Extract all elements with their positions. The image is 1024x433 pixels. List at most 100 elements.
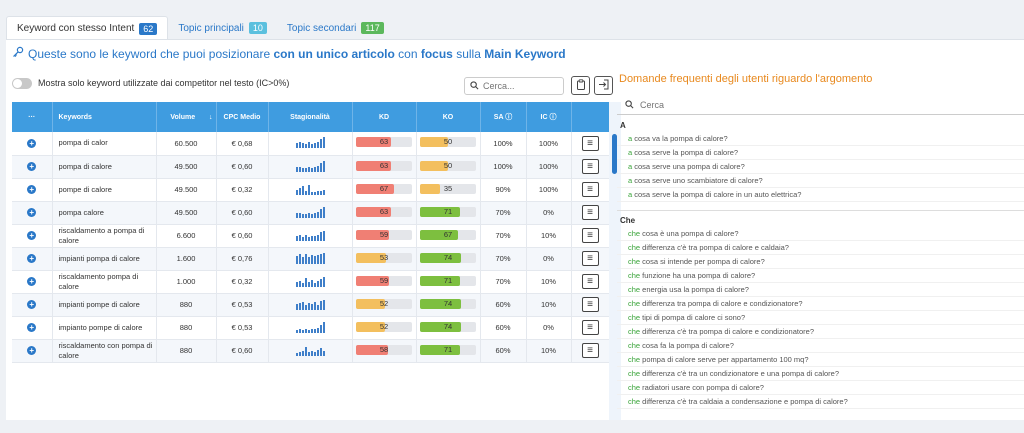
add-keyword-icon[interactable]: +: [27, 254, 37, 263]
faq-question-keyword: che: [628, 369, 641, 378]
add-keyword-icon[interactable]: +: [27, 138, 37, 148]
row-menu-button[interactable]: ≡: [581, 205, 599, 220]
kd-cell: 63: [352, 201, 417, 225]
row-menu-button[interactable]: ≡: [581, 320, 599, 335]
spark-bar: [313, 212, 316, 218]
column-header-ic[interactable]: IC ⓘ: [526, 102, 572, 132]
spark-bar: [319, 278, 322, 287]
table-row: + pompa calore 49.500 € 0,60 63 71 70% 0% ≡: [12, 201, 610, 225]
row-menu-button[interactable]: ≡: [581, 182, 599, 197]
faq-question[interactable]: che tipi di pompa di calore ci sono?: [617, 311, 1024, 325]
faq-question[interactable]: che energia usa la pompa di calore?: [617, 283, 1024, 297]
faq-question[interactable]: che differenza c'è tra caldaia a condens…: [617, 395, 1024, 409]
volume-cell: 49.500: [156, 178, 217, 202]
faq-question[interactable]: che differenza c'è tra pompa di calore e…: [617, 325, 1024, 339]
column-header-cpc[interactable]: CPC Medio: [216, 102, 269, 132]
tab-main-topics[interactable]: Topic principali 10: [168, 16, 277, 40]
faq-question[interactable]: che differenza c'è tra pompa di calore e…: [617, 241, 1024, 255]
row-menu-button[interactable]: ≡: [581, 274, 599, 289]
volume-cell: 60.500: [156, 132, 217, 156]
spark-bar: [319, 208, 322, 218]
keyword-cell: riscaldamento pompa di calore: [52, 270, 157, 294]
spark-bar: [301, 256, 304, 264]
add-keyword-icon[interactable]: +: [27, 346, 37, 355]
ko-value: 74: [443, 252, 453, 262]
table-row: + impianto pompe di calore 880 € 0,53 52 74 60…: [12, 316, 610, 340]
clipboard-button[interactable]: [571, 76, 590, 95]
faq-question[interactable]: a cosa va la pompa di calore?: [617, 132, 1024, 146]
kd-value: 52: [379, 298, 389, 308]
add-keyword-icon[interactable]: +: [27, 185, 37, 194]
faq-question[interactable]: che cosa si intende per pompa di calore?: [617, 255, 1024, 269]
add-keyword-icon[interactable]: +: [27, 323, 37, 332]
faq-question[interactable]: che cosa fa la pompa di calore?: [617, 339, 1024, 353]
column-header-ko[interactable]: KO: [416, 102, 481, 132]
tab-secondary-topics[interactable]: Topic secondari 117: [277, 16, 394, 40]
spark-bar: [310, 254, 313, 264]
faq-question[interactable]: che differenza c'è tra un condizionatore…: [617, 367, 1024, 381]
faq-question[interactable]: che funzione ha una pompa di calore?: [617, 269, 1024, 283]
hamburger-icon: ≡: [587, 345, 593, 356]
kd-meter-fill: [356, 298, 386, 309]
column-menu-header[interactable]: ···: [12, 102, 53, 132]
hamburger-icon: ≡: [587, 253, 593, 264]
cpc-cell: € 0,53: [216, 293, 269, 317]
spark-bar: [295, 329, 298, 333]
row-menu-button[interactable]: ≡: [581, 135, 599, 151]
keyword-cell: pompa di calore: [52, 155, 157, 179]
row-menu-button[interactable]: ≡: [581, 251, 599, 266]
add-keyword-icon[interactable]: +: [27, 231, 37, 240]
faq-search-input[interactable]: [640, 100, 940, 110]
column-header-kd[interactable]: KD: [352, 102, 417, 132]
add-keyword-icon[interactable]: +: [27, 277, 37, 286]
scrollbar-thumb[interactable]: [612, 134, 617, 174]
faq-group-letter: Che: [620, 216, 636, 225]
spark-bar: [307, 212, 310, 218]
faq-question-keyword: che: [628, 383, 641, 392]
row-menu-button[interactable]: ≡: [581, 228, 599, 243]
row-menu-button[interactable]: ≡: [581, 159, 599, 174]
faq-question[interactable]: a cosa serve la pompa di calore in un au…: [617, 188, 1024, 202]
column-header-sa[interactable]: SA ⓘ: [480, 102, 527, 132]
ic-cell: 10%: [526, 224, 572, 248]
sort-arrow-icon: ↓: [209, 113, 213, 121]
column-header-volume[interactable]: Volume ↓: [156, 102, 217, 132]
spark-bar: [304, 346, 307, 356]
ko-meter-fill: [420, 160, 448, 171]
column-header-stagionalita[interactable]: Stagionalità: [268, 102, 353, 132]
kd-meter-fill: [356, 275, 390, 286]
faq-question[interactable]: a cosa serve una pompa di calore?: [617, 160, 1024, 174]
spark-bar: [298, 302, 301, 310]
faq-question[interactable]: che differenza tra pompa di calore e con…: [617, 297, 1024, 311]
kd-meter: 67: [356, 183, 412, 194]
competitor-filter-toggle[interactable]: [12, 78, 32, 89]
spark-bar: [301, 301, 304, 310]
ko-cell: 35: [416, 178, 481, 202]
sa-cell: 100%: [480, 155, 527, 179]
faq-question[interactable]: che cosa è una pompa di calore?: [617, 227, 1024, 241]
add-keyword-icon[interactable]: +: [27, 162, 37, 171]
column-header-keywords[interactable]: Keywords: [52, 102, 157, 132]
faq-question[interactable]: a cosa serve la pompa di calore?: [617, 146, 1024, 160]
spark-bar: [313, 328, 316, 333]
ko-meter: 67: [420, 229, 476, 240]
seasonality-sparkline: [295, 229, 325, 241]
spark-bar: [319, 253, 322, 264]
faq-question[interactable]: che pompa di calore serve per appartamen…: [617, 353, 1024, 367]
tab-label: Topic principali: [178, 22, 244, 34]
table-scrollbar[interactable]: [609, 102, 621, 420]
faq-question-text: differenza tra pompa di calore e condizi…: [640, 299, 803, 308]
row-menu-button[interactable]: ≡: [581, 297, 599, 312]
tab-bar: Keyword con stesso Intent 62 Topic princ…: [6, 16, 394, 40]
row-menu-button[interactable]: ≡: [581, 343, 599, 358]
faq-question[interactable]: a cosa serve uno scambiatore di calore?: [617, 174, 1024, 188]
export-button[interactable]: [594, 76, 613, 95]
add-keyword-icon[interactable]: +: [27, 208, 37, 217]
add-keyword-icon[interactable]: +: [27, 300, 37, 309]
cpc-cell: € 0,32: [216, 270, 269, 294]
volume-cell: 6.600: [156, 224, 217, 248]
faq-question[interactable]: che radiatori usare con pompa di calore?: [617, 381, 1024, 395]
search-input[interactable]: [483, 81, 563, 91]
faq-title: Domande frequenti degli utenti riguardo …: [619, 73, 873, 85]
tab-same-intent[interactable]: Keyword con stesso Intent 62: [6, 16, 169, 40]
